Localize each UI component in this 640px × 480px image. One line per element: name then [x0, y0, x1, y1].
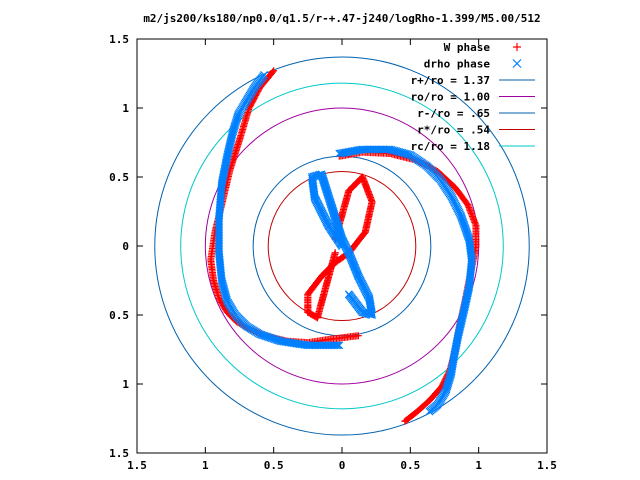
x-tick-label: 1: [475, 459, 482, 472]
drho-phase-point: [464, 233, 473, 242]
drho-phase-point: [463, 289, 472, 298]
chart-title: m2/js200/ks180/np0.0/q1.5/r-+.47-j240/lo…: [143, 12, 540, 25]
drho-phase-point: [279, 337, 288, 346]
drho-phase-point: [465, 283, 474, 292]
drho-phase-point: [460, 303, 469, 312]
w-phase-point: [270, 67, 278, 75]
drho-phase-point: [344, 290, 353, 299]
drho-phase-point: [222, 155, 231, 164]
drho-phase-point: [462, 297, 470, 306]
drho-phase-point: [260, 70, 269, 79]
drho-phase-point: [512, 59, 522, 68]
drho-phase-point: [464, 285, 473, 293]
y-tick-label: 0.5: [109, 309, 129, 322]
y-tick-label: 1.5: [109, 33, 129, 46]
drho-phase-point: [464, 286, 473, 295]
x-tick-labels: 1.5 1 0.5 0 0.5 1 1.5: [127, 459, 557, 472]
x-tick-label: 1.5: [127, 459, 147, 472]
y-tick-labels: 1.5 1 0.5 0 0.5 1 1.5: [109, 33, 129, 460]
x-tick-label: 0: [339, 459, 346, 472]
drho-phase-point: [425, 407, 434, 416]
drho-phase-point: [460, 305, 469, 314]
drho-phase-point: [463, 291, 472, 300]
y-tick-label: 1: [122, 102, 129, 115]
legend-label: r-/ro = .65: [417, 107, 490, 120]
w-phase-point: [331, 249, 339, 257]
legend-label: drho phase: [424, 58, 491, 71]
y-tick-label: 1.5: [109, 447, 129, 460]
drho-phase-point: [461, 300, 470, 309]
drho-phase-point: [461, 302, 469, 310]
y-tick-label: 0.5: [109, 171, 129, 184]
marker-series-1: [215, 70, 476, 416]
w-phase-point: [269, 68, 277, 76]
w-phase-point: [402, 416, 410, 424]
x-tick-label: 0.5: [400, 459, 420, 472]
legend: W phase drho phase r+/ro = 1.37 ro/ro = 1.0…: [411, 41, 535, 153]
legend-label: rc/ro = 1.18: [411, 140, 490, 153]
legend-label: ro/ro = 1.00: [411, 91, 490, 104]
phase-markers: [207, 67, 480, 425]
legend-label: W phase: [444, 41, 491, 54]
x-tick-label: 1.5: [537, 459, 557, 472]
drho-phase-point: [278, 337, 287, 346]
circle-series-5: [267, 170, 417, 322]
w-phase-point: [513, 43, 521, 51]
legend-label: r*/ro = .54: [417, 124, 490, 137]
plot-border: [136, 38, 548, 454]
legend-label: r+/ro = 1.37: [411, 74, 490, 87]
y-tick-label: 0: [122, 240, 129, 253]
w-phase-point: [401, 417, 409, 425]
circle-series-6: [180, 82, 504, 410]
drho-phase-point: [222, 153, 231, 162]
y-tick-label: 1: [122, 378, 129, 391]
drho-phase-point: [461, 299, 470, 307]
circle-series-2: [154, 56, 530, 436]
x-tick-label: 0.5: [264, 459, 284, 472]
drho-phase-point: [462, 295, 471, 304]
x-tick-label: 1: [202, 459, 209, 472]
reference-circles: [154, 56, 530, 436]
drho-phase-point: [463, 292, 471, 301]
drho-phase-point: [464, 288, 472, 296]
drho-phase-point: [462, 294, 471, 303]
